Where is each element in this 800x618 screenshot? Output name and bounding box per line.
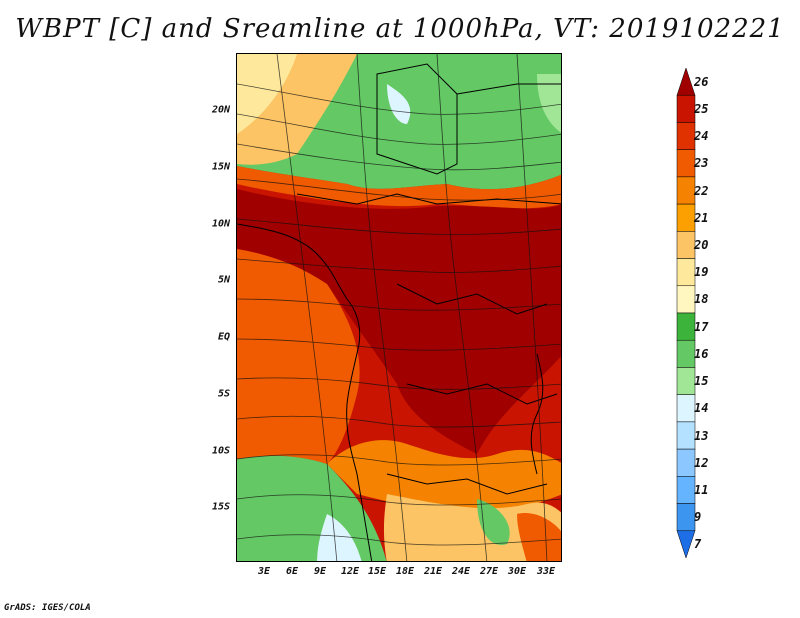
streamline [237, 338, 561, 351]
streamline [237, 494, 561, 506]
colorbar-segment [676, 367, 696, 395]
field-south-yellow [383, 494, 561, 561]
west-coastline [237, 223, 373, 561]
lat-label: EQ [217, 331, 230, 343]
colorbar-segment [676, 176, 696, 205]
colorbar-segment [676, 67, 696, 96]
colorbar-segment [676, 394, 696, 423]
streamline [237, 534, 561, 546]
colorbar-segment [676, 448, 696, 477]
border-lakes [530, 353, 544, 475]
colorbar-label: 18 [694, 292, 709, 307]
lon-label: 30E [507, 566, 527, 577]
lon-label: 33E [536, 566, 556, 577]
lat-label: 5S [217, 388, 230, 400]
colorbar-segment [676, 203, 696, 232]
colorbar-label: 21 [694, 210, 709, 225]
colorbar-label: 13 [694, 428, 709, 443]
field-se-orange [517, 513, 561, 561]
field-sw-cool [317, 514, 362, 561]
border-north-east [456, 83, 561, 95]
colorbar-label: 25 [694, 101, 709, 116]
streamline [276, 54, 338, 561]
colorbar-segment [676, 530, 696, 559]
lat-label: 20N [211, 104, 230, 116]
colorbar-label: 7 [694, 537, 702, 552]
colorbar-label: 24 [694, 129, 709, 144]
colorbar-segment [676, 503, 696, 532]
colorbar-segment [676, 285, 696, 314]
streamline [237, 83, 561, 115]
lon-label: 3E [257, 566, 271, 577]
streamline [237, 178, 561, 201]
lon-label: 18E [395, 566, 415, 577]
coastlines [237, 63, 561, 561]
lon-label: 27E [479, 566, 499, 577]
field-north-cool [387, 84, 411, 124]
colorbar-segment [676, 231, 696, 259]
colorbar-segment [676, 94, 696, 123]
credit-text: GrADS: IGES/COLA [4, 603, 91, 613]
streamline [237, 258, 561, 273]
border-sahel [296, 193, 561, 205]
colorbar-label: 14 [694, 401, 709, 416]
colorbar-label: 26 [694, 74, 709, 89]
streamline [237, 218, 561, 235]
streamline [237, 143, 561, 171]
lat-label: 15S [211, 501, 230, 513]
field-north-pale [237, 54, 297, 134]
field-south-green-patch [477, 499, 510, 545]
colorbar-segment [676, 122, 696, 150]
colorbar-label: 12 [694, 455, 709, 470]
colorbar-label: 16 [694, 346, 709, 361]
field-south-orange [327, 440, 561, 514]
streamline [237, 298, 561, 311]
lon-label: 15E [367, 566, 387, 577]
colorbar-segment [676, 258, 696, 287]
colorbar-label: 23 [694, 156, 709, 171]
colorbar-segment [676, 421, 696, 450]
streamline [516, 54, 548, 561]
lat-label: 10S [211, 445, 230, 457]
streamline [237, 415, 561, 428]
colorbar-label: 17 [694, 319, 709, 334]
border-north [376, 63, 458, 175]
streamline [356, 54, 408, 561]
border-central [396, 283, 548, 315]
colorbar-label: 11 [694, 482, 709, 497]
lat-label: 5N [217, 274, 230, 286]
field-ne-lightgreen [537, 74, 561, 133]
lat-label: 15N [211, 161, 230, 173]
chart-title: WBPT [C] and Sreamline at 1000hPa, VT: 2… [15, 14, 785, 44]
colorbar-segment [676, 476, 696, 504]
colorbar-segment [676, 149, 696, 178]
streamline [237, 454, 561, 466]
lat-label: 10N [211, 218, 230, 230]
border-south-central [406, 383, 558, 405]
map-panel [236, 53, 562, 562]
streamline [237, 377, 561, 390]
streamline [237, 113, 561, 145]
field-west-orange [237, 249, 360, 464]
border-south [386, 473, 548, 495]
lon-label: 9E [313, 566, 327, 577]
wbpt-field [237, 54, 561, 561]
lon-label: 24E [451, 566, 471, 577]
lon-label: 21E [423, 566, 443, 577]
colorbar-label: 20 [694, 237, 709, 252]
lon-label: 6E [285, 566, 299, 577]
colorbar-label: 19 [694, 265, 709, 280]
streamline [436, 54, 488, 561]
colorbar [676, 67, 696, 559]
streamlines [237, 54, 561, 561]
colorbar-label: 15 [694, 374, 709, 389]
colorbar-label: 9 [694, 510, 702, 525]
colorbar-label: 22 [694, 183, 709, 198]
colorbar-segment [676, 312, 696, 341]
colorbar-segment [676, 339, 696, 368]
lon-label: 12E [340, 566, 360, 577]
